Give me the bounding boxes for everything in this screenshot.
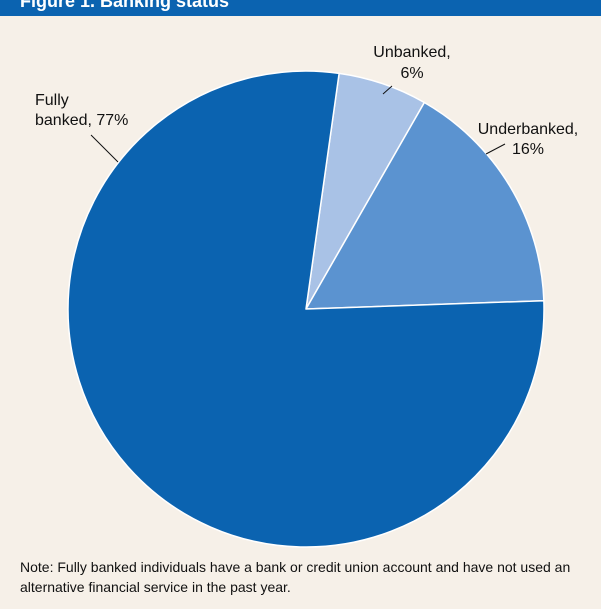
pie-slice-fully-banked xyxy=(67,70,545,548)
slice-label-fully-banked: Fully banked, 77% xyxy=(35,92,128,129)
leader-line-underbanked xyxy=(485,143,506,155)
slice-label-line: 6% xyxy=(400,65,423,82)
slice-label-underbanked: Underbanked, 16% xyxy=(478,121,579,158)
figure-title: Figure 1. Banking status xyxy=(20,0,230,11)
slice-label-line: Underbanked, xyxy=(478,121,579,138)
slice-label-line: Fully xyxy=(35,92,69,109)
leader-line-fully-banked xyxy=(90,134,119,163)
slice-label-line: 16% xyxy=(512,141,544,158)
slice-label-line: banked, 77% xyxy=(35,112,128,129)
figure-header: Figure 1. Banking status xyxy=(0,0,601,16)
pie-chart: Unbanked, 6% Underbanked, 16% Fully banked, 7… xyxy=(35,44,579,548)
slice-label-line: Unbanked, xyxy=(373,44,450,61)
figure-note: Note: Fully banked individuals have a ba… xyxy=(20,559,571,595)
slice-label-unbanked: Unbanked, 6% xyxy=(373,44,450,82)
leader-line-unbanked xyxy=(382,85,393,95)
pie-slice-underbanked xyxy=(305,101,545,310)
